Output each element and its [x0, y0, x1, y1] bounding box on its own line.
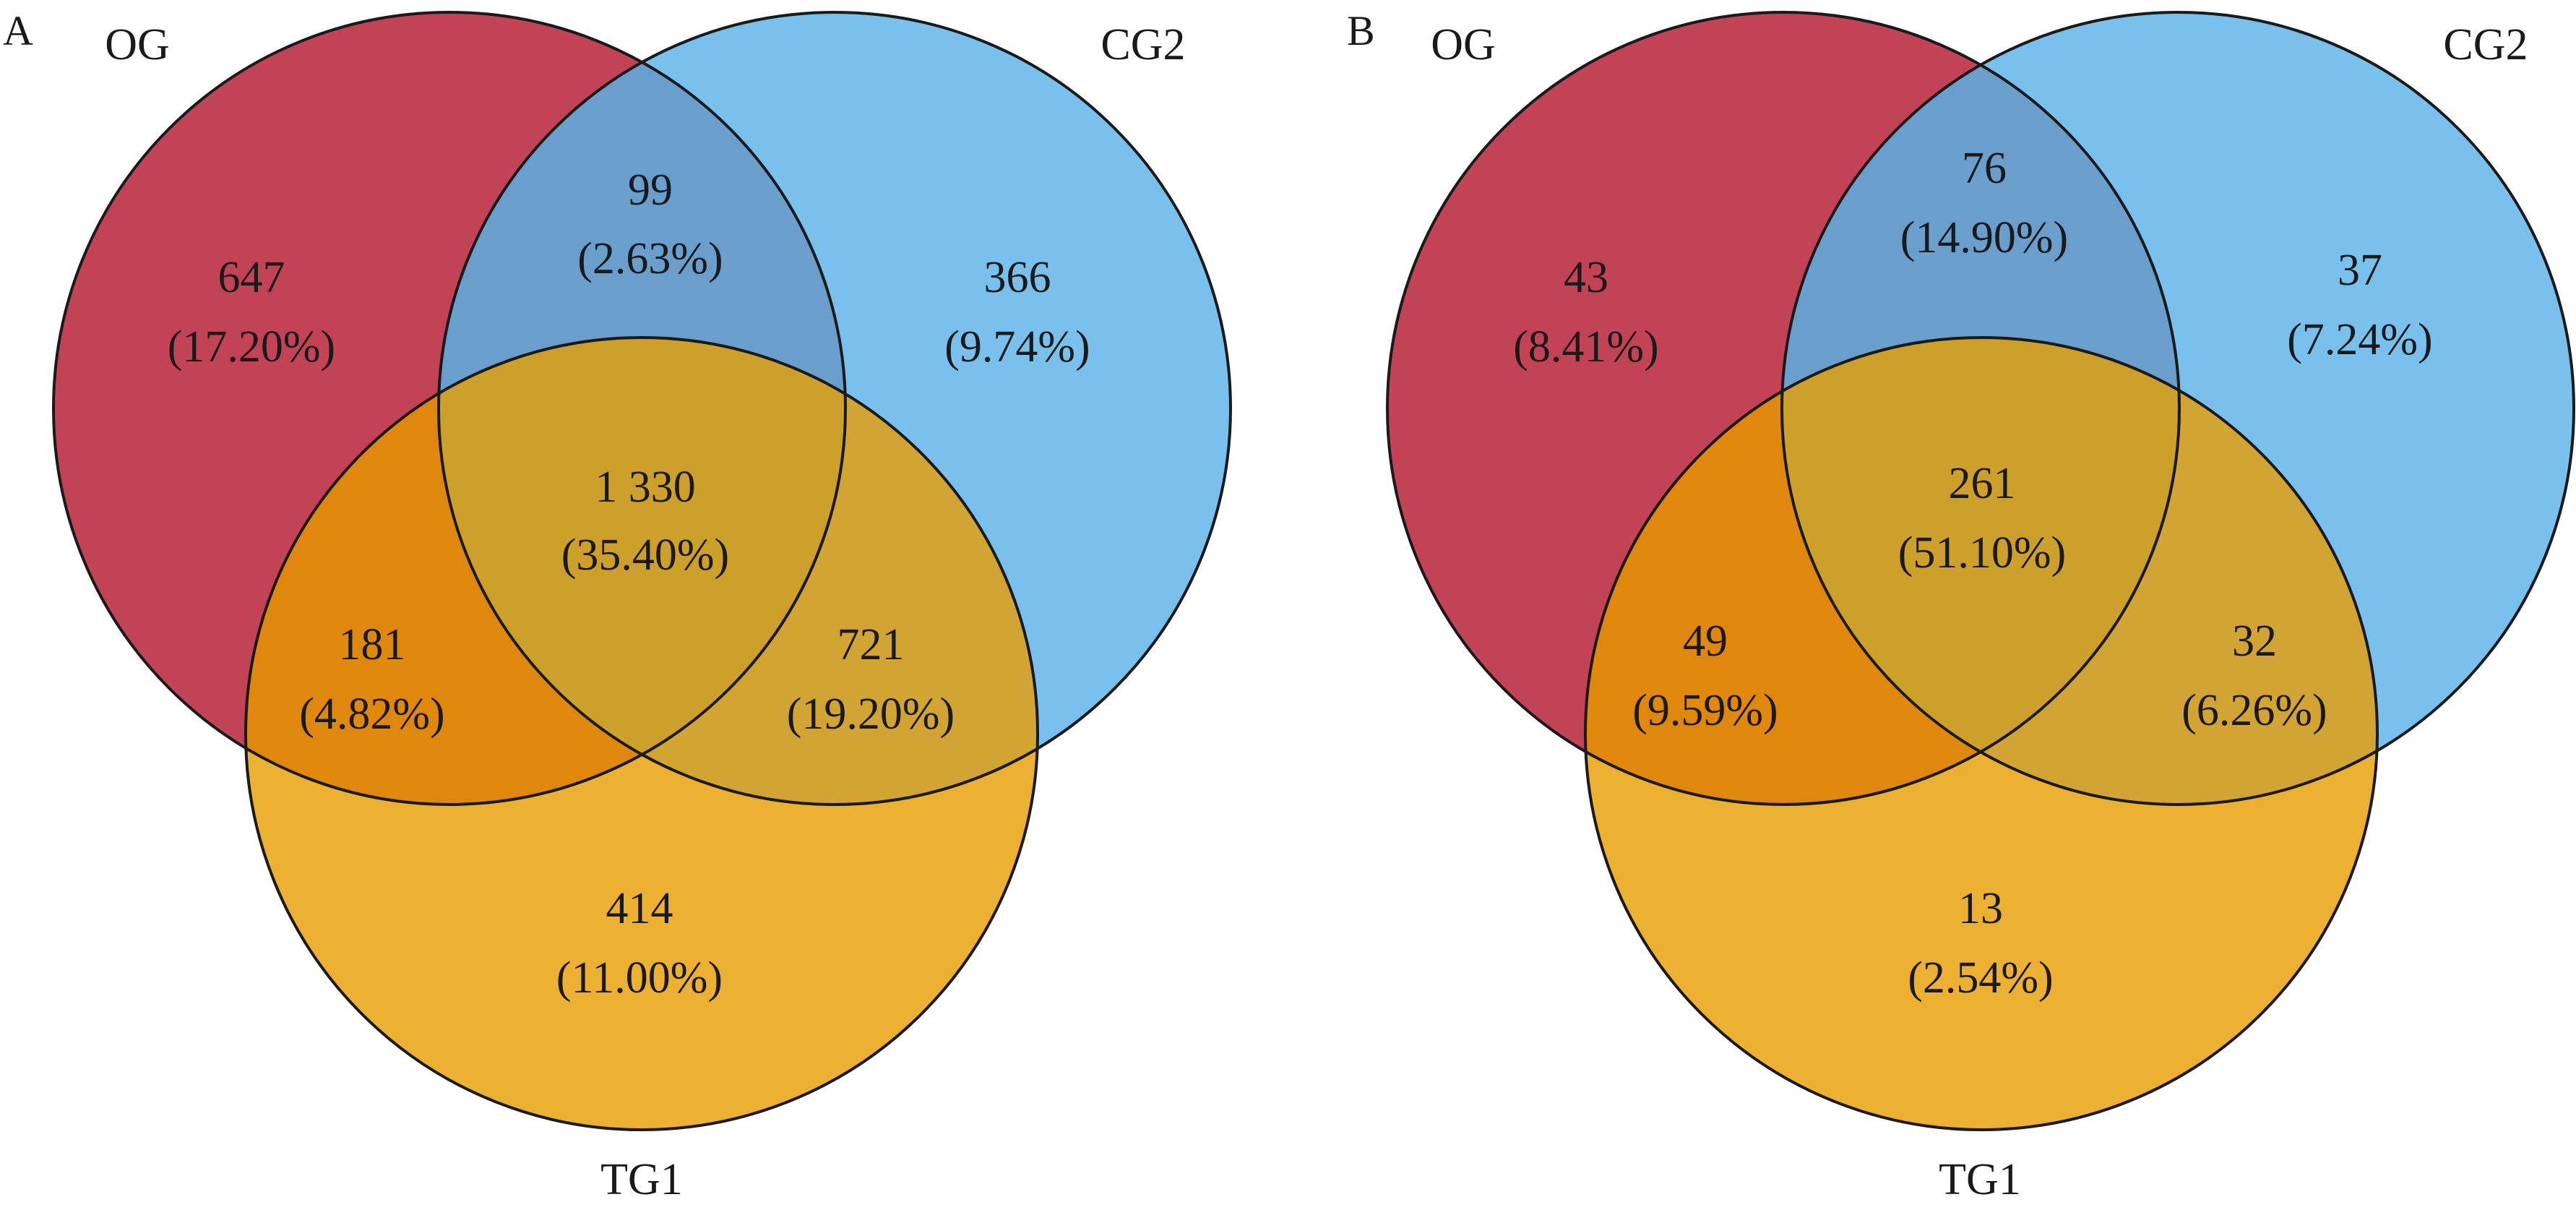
region-og-tg1-percent: (4.82%)	[299, 690, 444, 739]
circle-og-outline	[52, 11, 847, 806]
circle-tg1-outline	[1584, 336, 2379, 1131]
set-label-cg2: CG2	[2443, 20, 2528, 69]
region-og-only-count: 647	[218, 253, 285, 302]
venn-outlines-b	[1386, 11, 2575, 1131]
region-og-tg1-count: 49	[1683, 617, 1728, 666]
region-all-count: 261	[1949, 459, 2016, 508]
set-label-og: OG	[105, 20, 170, 69]
region-tg1-only-percent: (11.00%)	[556, 953, 723, 1003]
region-cg2-tg1-percent: (6.26%)	[2181, 686, 2327, 735]
region-all-count: 1 330	[595, 463, 696, 512]
region-cg2-tg1-percent: (19.20%)	[787, 690, 955, 739]
set-label-tg1: TG1	[600, 1155, 683, 1204]
region-og-cg2-count: 99	[628, 166, 673, 215]
venn-panel-b: B OG CG2 TG1 43 (8.41%) 76 (14.90%) 37 (…	[1347, 7, 2575, 1204]
venn-panel-a: A OG CG2 TG1 647 (17.20%) 99 (2.63%) 366…	[3, 7, 1232, 1204]
panel-letter: B	[1347, 7, 1375, 54]
region-all-percent: (51.10%)	[1898, 528, 2066, 578]
circle-tg1-outline	[244, 336, 1039, 1131]
region-og-tg1-count: 181	[339, 620, 406, 669]
region-og-only-percent: (17.20%)	[168, 322, 335, 372]
set-label-tg1: TG1	[1939, 1155, 2021, 1204]
venn-outlines-a	[52, 11, 1232, 1131]
region-og-only-percent: (8.41%)	[1513, 322, 1658, 372]
region-tg1-only-count: 13	[1958, 884, 2003, 933]
region-cg2-only-count: 366	[984, 253, 1051, 302]
venn-fills-a	[53, 12, 1231, 1130]
region-og-tg1-percent: (9.59%)	[1632, 686, 1778, 735]
circle-og-outline	[1386, 11, 2181, 806]
region-cg2-only-percent: (9.74%)	[944, 322, 1090, 372]
region-cg2-tg1-count: 32	[2232, 617, 2277, 666]
region-cg2-only-percent: (7.24%)	[2287, 315, 2432, 364]
circle-cg2-outline	[1780, 11, 2575, 806]
region-cg2-only-count: 37	[2338, 246, 2382, 295]
circle-cg2-outline	[437, 11, 1232, 806]
region-tg1-only-percent: (2.54%)	[1908, 953, 2053, 1003]
region-tg1-only-count: 414	[606, 884, 673, 933]
set-label-cg2: CG2	[1100, 20, 1185, 69]
region-og-only-count: 43	[1564, 253, 1608, 302]
region-og-cg2-count: 76	[1962, 144, 2007, 193]
region-cg2-tg1-count: 721	[837, 620, 905, 669]
region-all-percent: (35.40%)	[561, 531, 729, 580]
set-label-og: OG	[1431, 20, 1496, 69]
region-og-cg2-percent: (14.90%)	[1900, 213, 2068, 262]
region-og-cg2-percent: (2.63%)	[577, 234, 723, 283]
panel-letter: A	[3, 7, 33, 54]
